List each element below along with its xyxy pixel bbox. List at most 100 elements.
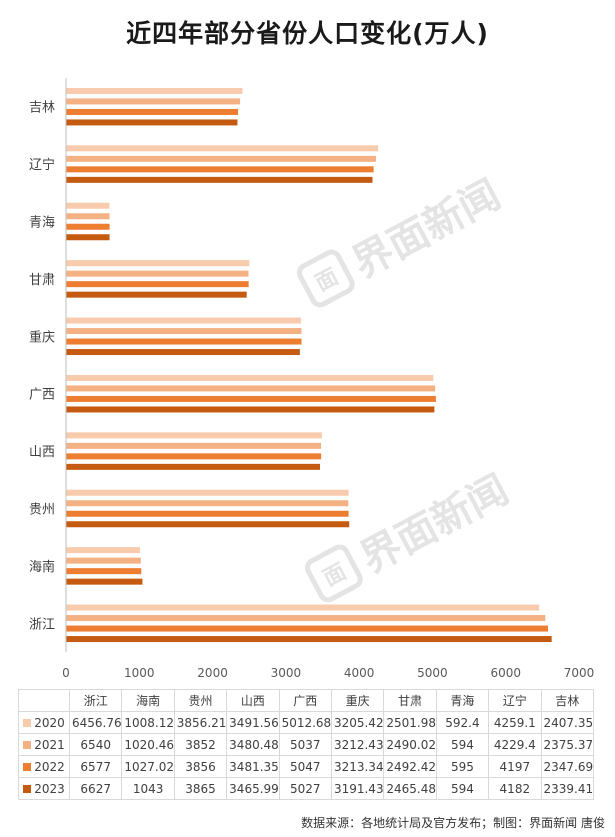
x-tick-label: 0 xyxy=(62,666,70,680)
table-cell: 3481.35 xyxy=(226,755,280,778)
table-row: 2020 6456.76 1008.12 3856.21 3491.56 5012.68 3… xyxy=(18,711,595,734)
table-row: 2021 6540 1020.46 3852 3480.48 5037 3212.43 249… xyxy=(18,733,595,756)
table-cell: 1043 xyxy=(121,777,175,800)
legend-key-icon xyxy=(23,763,32,771)
bar-辽宁-2022 xyxy=(66,166,374,173)
bar-广西-2020 xyxy=(66,374,434,381)
category-label: 贵州 xyxy=(29,503,55,518)
table-header-cell: 辽宁 xyxy=(488,689,542,712)
category-label: 广西 xyxy=(29,388,55,403)
data-table: 浙江 海南 贵州 山西 广西 重庆 甘肃 青海 辽宁 吉林 2020 6456.7… xyxy=(18,689,595,800)
bar-山西-2023 xyxy=(66,463,321,470)
bar-浙江-2023 xyxy=(66,636,552,643)
bar-广西-2021 xyxy=(66,385,436,392)
table-cell: 3213.34 xyxy=(330,755,385,778)
source-note: 数据来源：各地统计局及官方发布；制图：界面新闻 唐俊 xyxy=(301,816,605,830)
table-cell: 5047 xyxy=(278,755,332,778)
table-cell: 3465.99 xyxy=(226,777,280,800)
table-header-cell: 广西 xyxy=(278,689,332,712)
bar-吉林-2020 xyxy=(66,87,243,94)
category-label: 山西 xyxy=(29,445,55,460)
bar-贵州-2023 xyxy=(66,521,350,528)
table-cell: 3865 xyxy=(173,777,228,800)
table-cell: 2492.42 xyxy=(383,755,437,778)
table-cell: 594 xyxy=(435,777,490,800)
category-label: 辽宁 xyxy=(29,157,55,173)
table-header-cell: 贵州 xyxy=(173,689,228,712)
table-cell: 2407.35 xyxy=(540,711,595,734)
table-header-cell: 青海 xyxy=(435,689,490,712)
bar-吉林-2021 xyxy=(66,98,241,105)
table-cell: 2339.41 xyxy=(540,777,595,800)
category-label: 海南 xyxy=(29,559,55,575)
bar-甘肃-2021 xyxy=(66,270,249,277)
category-label: 吉林 xyxy=(29,101,55,116)
bar-浙江-2022 xyxy=(66,625,549,632)
bar-辽宁-2020 xyxy=(66,145,379,152)
table-cell: 3856.21 xyxy=(173,711,228,734)
series-name: 2022 xyxy=(34,759,65,774)
table-cell: 3205.42 xyxy=(330,711,385,734)
bar-贵州-2022 xyxy=(66,510,349,517)
bar-甘肃-2023 xyxy=(66,291,247,298)
bar-青海-2020 xyxy=(66,202,110,209)
bar-贵州-2020 xyxy=(66,489,349,496)
series-name: 2021 xyxy=(34,737,65,752)
x-tick-label: 3000 xyxy=(271,666,302,680)
table-cell: 3212.43 xyxy=(330,733,385,756)
bar-贵州-2021 xyxy=(66,500,349,507)
table-cell: 1020.46 xyxy=(121,733,175,756)
x-tick-label: 4000 xyxy=(344,666,375,680)
series-label-cell: 2020 xyxy=(18,711,70,734)
table-cell: 5012.68 xyxy=(278,711,332,734)
table-cell: 3491.56 xyxy=(226,711,280,734)
table-cell: 594 xyxy=(435,733,490,756)
bar-辽宁-2021 xyxy=(66,155,376,162)
category-label: 重庆 xyxy=(29,329,55,345)
table-cell: 595 xyxy=(435,755,490,778)
table-header-cell: 吉林 xyxy=(540,689,595,712)
bar-青海-2023 xyxy=(66,234,110,241)
bar-山西-2022 xyxy=(66,453,322,460)
category-label: 浙江 xyxy=(29,617,55,632)
bar-重庆-2021 xyxy=(66,328,302,335)
bar-广西-2022 xyxy=(66,395,436,402)
category-label: 甘肃 xyxy=(29,273,55,288)
series-label-cell: 2023 xyxy=(18,777,70,800)
table-header-cell: 甘肃 xyxy=(383,689,437,712)
series-name: 2023 xyxy=(34,781,65,796)
x-tick-label: 5000 xyxy=(417,666,448,680)
table-row: 2022 6577 1027.02 3856 3481.35 5047 3213.34 249… xyxy=(18,755,595,778)
table-cell: 5027 xyxy=(278,777,332,800)
bar-青海-2021 xyxy=(66,213,110,220)
table-header-cell: 浙江 xyxy=(68,689,123,712)
table-header-cell: 重庆 xyxy=(330,689,385,712)
table-cell: 6577 xyxy=(68,755,123,778)
table-cell: 2347.69 xyxy=(540,755,595,778)
series-label-cell: 2022 xyxy=(18,755,70,778)
bar-青海-2022 xyxy=(66,223,110,230)
table-cell: 2501.98 xyxy=(383,711,437,734)
table-cell: 6627 xyxy=(68,777,123,800)
bar-山西-2021 xyxy=(66,442,322,449)
bar-吉林-2022 xyxy=(66,108,239,115)
table-cell: 4182 xyxy=(488,777,542,800)
table-cell: 2375.37 xyxy=(540,733,595,756)
table-cell: 6456.76 xyxy=(68,711,123,734)
bar-山西-2020 xyxy=(66,432,322,439)
x-tick-label: 6000 xyxy=(490,666,521,680)
table-header-row: 浙江 海南 贵州 山西 广西 重庆 甘肃 青海 辽宁 吉林 xyxy=(18,689,595,712)
bar-浙江-2021 xyxy=(66,615,546,622)
table-cell: 2465.48 xyxy=(383,777,437,800)
x-tick-label: 7000 xyxy=(564,666,595,680)
table-cell: 1008.12 xyxy=(121,711,175,734)
table-cell: 4229.4 xyxy=(488,733,542,756)
bar-吉林-2023 xyxy=(66,119,238,126)
table-header-cell: 海南 xyxy=(121,689,175,712)
category-label: 青海 xyxy=(29,216,55,231)
bar-重庆-2023 xyxy=(66,349,300,356)
table-cell: 5037 xyxy=(278,733,332,756)
table-corner-cell xyxy=(18,689,70,712)
